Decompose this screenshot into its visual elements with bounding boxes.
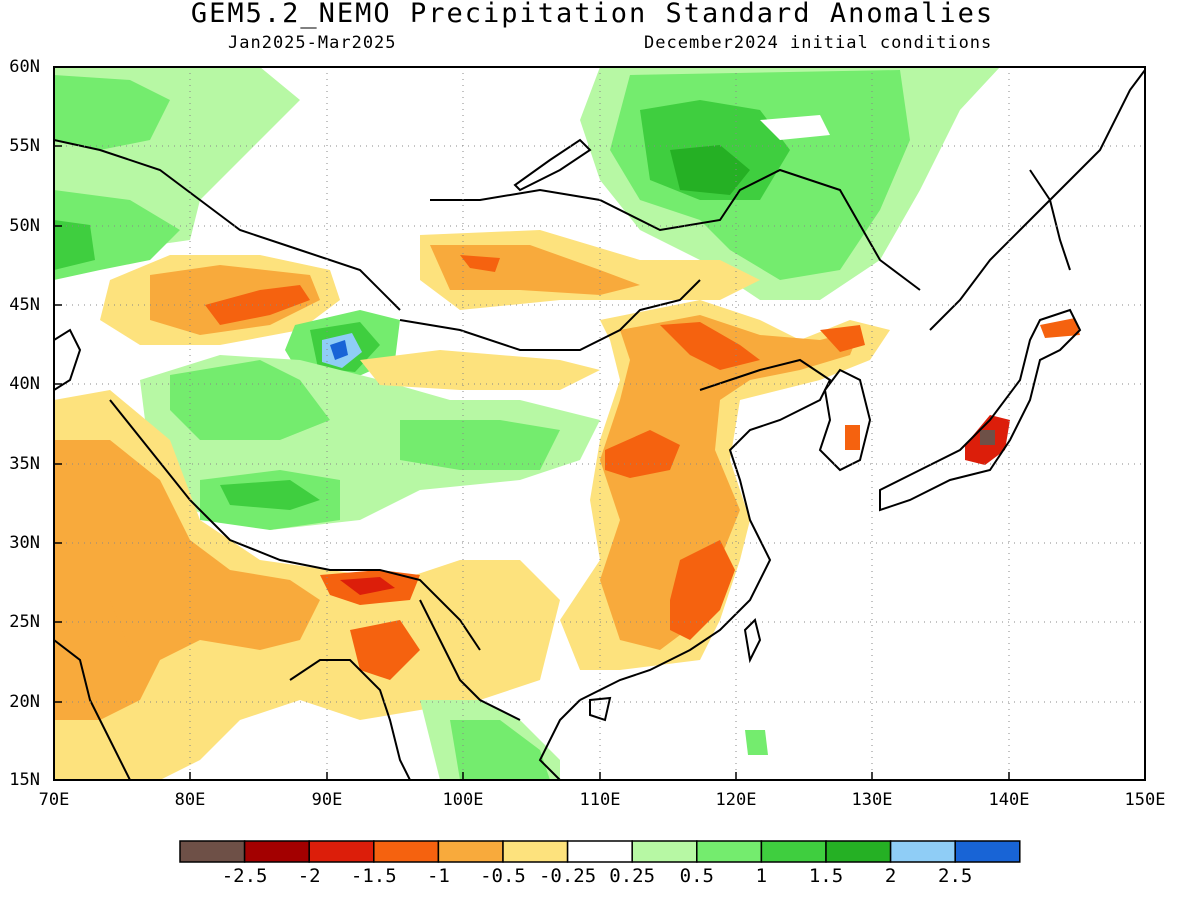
- colorbar-label: -2.5: [221, 865, 268, 887]
- lat-label: 35N: [9, 454, 40, 474]
- mongolia-south-border: [399, 279, 701, 351]
- lon-label: 90E: [311, 790, 343, 810]
- nw-green-core: [54, 75, 170, 150]
- china-north-border: [430, 168, 921, 291]
- colorbar-cell-5: [502, 840, 569, 863]
- tibet-dark: [220, 480, 320, 510]
- colorbar-cell-7: [631, 840, 698, 863]
- lat-label: 30N: [9, 533, 40, 553]
- colorbar-cell-3: [373, 840, 440, 863]
- east-china-core-central: [605, 430, 680, 478]
- colorbar-cell-0: [179, 840, 246, 863]
- west-mid-green: [54, 220, 95, 270]
- taiwan: [743, 618, 762, 664]
- lat-label: 25N: [9, 612, 40, 632]
- colorbar-label: -0.5: [480, 865, 526, 887]
- colorbar-label: 0.5: [679, 865, 714, 887]
- lon-label: 70E: [38, 790, 70, 810]
- east-china-orange: [600, 315, 860, 650]
- russia-coast: [929, 69, 1145, 331]
- japan-coast: [879, 308, 1082, 512]
- colorbar-cell-10: [825, 840, 892, 863]
- china-coastline: [579, 358, 832, 701]
- himalaya-border: [109, 399, 481, 651]
- colorbar-label: 1.5: [808, 865, 844, 887]
- lon-label: 110E: [579, 790, 621, 810]
- east-china-core-north: [660, 322, 760, 370]
- korea-coast: [818, 368, 872, 472]
- colorbar-label: 0.25: [609, 865, 656, 887]
- lat-label: 20N: [9, 692, 40, 712]
- lat-label: 40N: [9, 374, 40, 394]
- bay-of-bengal: [289, 659, 411, 780]
- siberia-white-gap: [760, 115, 830, 140]
- japan-brown: [980, 430, 995, 445]
- colorbar-cell-8: [696, 840, 763, 863]
- northeast-core: [820, 325, 865, 352]
- colorbar-cell-9: [760, 840, 827, 863]
- forecast-period: Jan2025-Mar2025: [228, 33, 397, 53]
- himalaya-red: [340, 577, 395, 595]
- sakhalin: [1029, 169, 1071, 271]
- lon-label: 130E: [851, 790, 893, 810]
- colorbar-label: -1: [426, 865, 450, 887]
- philippines-green: [745, 730, 768, 755]
- colorbar-cell-12: [954, 840, 1021, 863]
- bengal-core: [350, 620, 420, 680]
- lat-label: 45N: [9, 295, 40, 315]
- tienshan-blue: [330, 340, 348, 360]
- colorbar-label: 2.5: [938, 865, 973, 887]
- lon-label: 100E: [442, 790, 484, 810]
- tarim-green: [400, 420, 560, 470]
- colorbar-label: -0.25: [538, 865, 597, 887]
- colorbar-cell-1: [243, 840, 310, 863]
- indochina-mid: [450, 720, 550, 780]
- lat-label: 60N: [9, 57, 40, 77]
- baikal: [513, 138, 592, 192]
- gansu-dry: [360, 350, 600, 390]
- korea-orange: [845, 425, 860, 450]
- colorbar-label: 1: [755, 865, 768, 887]
- lon-label: 80E: [174, 790, 206, 810]
- xinjiang-mid: [170, 360, 330, 440]
- ticks: [54, 145, 1010, 780]
- india-west-coast: [54, 639, 131, 780]
- coastlines: [54, 69, 1145, 780]
- lat-label: 55N: [9, 136, 40, 156]
- indochina-coast: [538, 699, 581, 780]
- caspian: [54, 328, 82, 391]
- lat-label: 50N: [9, 216, 40, 236]
- colorbar-cell-2: [308, 840, 375, 863]
- india-south-dry: [60, 600, 130, 690]
- anomaly-field: [54, 67, 1080, 780]
- hokkaido-orange: [1040, 318, 1080, 338]
- initial-conditions: December2024 initial conditions: [644, 33, 993, 53]
- grid: [54, 67, 1145, 780]
- colorbar-label: -2: [297, 865, 321, 887]
- map-title: GEM5.2_NEMO Precipitation Standard Anoma…: [190, 0, 995, 29]
- lon-label: 120E: [715, 790, 757, 810]
- east-china-core-south: [670, 540, 735, 640]
- lon-label: 140E: [988, 790, 1030, 810]
- colorbar-cell-6: [566, 840, 633, 863]
- colorbar-label: 2: [884, 865, 897, 887]
- kazakh-red-core: [205, 285, 310, 325]
- colorbar-cell-11: [889, 840, 956, 863]
- hainan: [589, 696, 612, 722]
- colorbar: [179, 840, 1021, 863]
- indochina-border: [419, 599, 521, 721]
- mongolia-core: [460, 255, 500, 272]
- colorbar-cell-4: [437, 840, 504, 863]
- kazakh-border: [54, 139, 401, 311]
- siberia-dark-green: [670, 145, 750, 195]
- lon-label: 150E: [1124, 790, 1166, 810]
- lat-label: 15N: [9, 770, 40, 790]
- colorbar-label: -1.5: [350, 865, 397, 887]
